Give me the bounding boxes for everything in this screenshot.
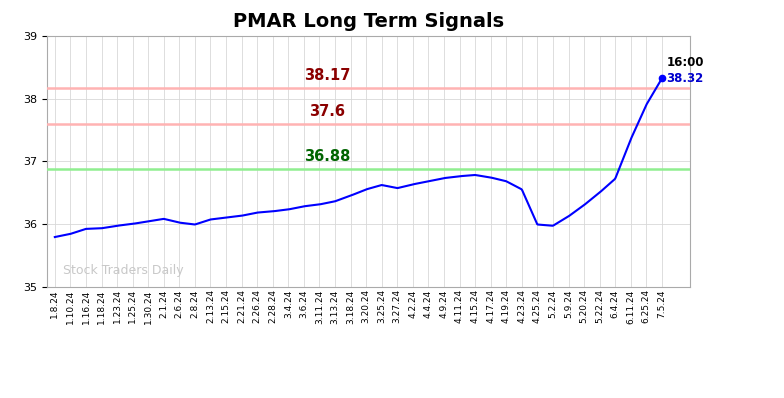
Text: 37.6: 37.6 [309,104,345,119]
Text: Stock Traders Daily: Stock Traders Daily [63,264,183,277]
Text: 38.32: 38.32 [666,72,704,85]
Text: 36.88: 36.88 [304,149,350,164]
Text: 38.17: 38.17 [304,68,350,84]
Text: 16:00: 16:00 [666,56,704,69]
Title: PMAR Long Term Signals: PMAR Long Term Signals [233,12,504,31]
